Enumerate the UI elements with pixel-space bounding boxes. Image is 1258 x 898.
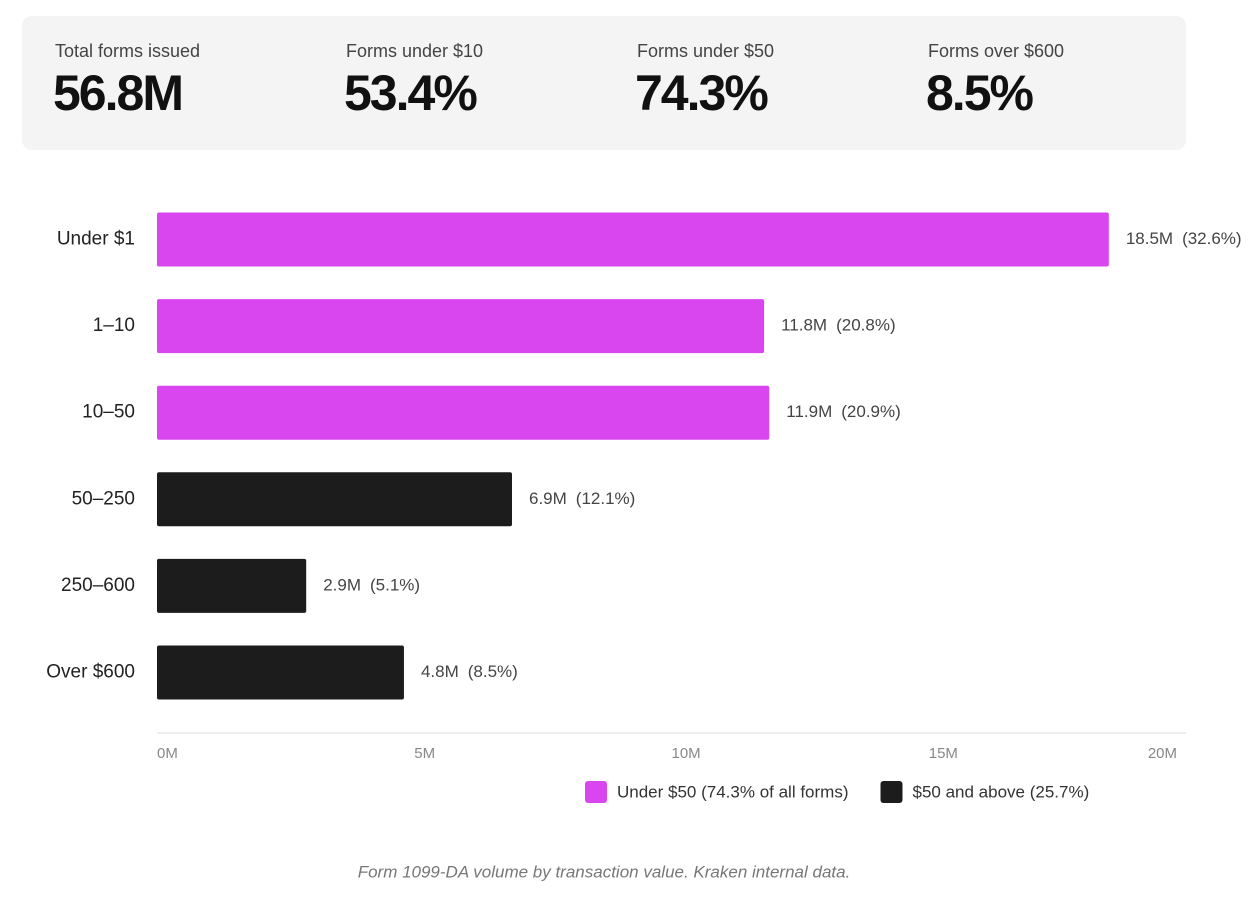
x-tick-label: 0M xyxy=(157,745,178,762)
bar xyxy=(157,645,404,700)
share-label: (8.5%) xyxy=(468,662,518,681)
value-label: 4.8M xyxy=(421,662,459,681)
value-label: 18.5M xyxy=(1126,229,1173,248)
bar xyxy=(157,212,1109,267)
share-label: (32.6%) xyxy=(1182,229,1242,248)
bar xyxy=(157,558,307,613)
legend-label: $50 and above (25.7%) xyxy=(913,782,1090,801)
caption: Form 1099-DA volume by transaction value… xyxy=(358,862,851,881)
share-label: (20.8%) xyxy=(836,316,896,335)
stat-label: Total forms issued xyxy=(55,41,200,61)
value-label: 11.8M xyxy=(781,316,827,335)
y-tick-label: 10–50 xyxy=(82,402,135,423)
stat-value: 8.5% xyxy=(926,65,1034,121)
bar xyxy=(157,472,513,527)
x-tick-label: 15M xyxy=(929,745,958,762)
legend-swatch xyxy=(585,781,607,803)
stats-panel xyxy=(22,16,1186,150)
legend-label: Under $50 (74.3% of all forms) xyxy=(617,782,849,801)
y-tick-label: 250–600 xyxy=(61,575,135,596)
bar xyxy=(157,299,765,354)
bar xyxy=(157,385,770,440)
share-label: (20.9%) xyxy=(841,402,901,421)
share-label: (12.1%) xyxy=(576,489,636,508)
y-tick-label: Over $600 xyxy=(46,662,135,683)
x-tick-label: 5M xyxy=(414,745,435,762)
y-tick-label: Under $1 xyxy=(57,229,135,250)
legend-swatch xyxy=(880,781,903,803)
x-tick-label: 10M xyxy=(672,745,701,762)
stat-value: 74.3% xyxy=(635,65,768,121)
value-label: 6.9M xyxy=(529,489,567,508)
stat-label: Forms under $10 xyxy=(346,41,483,61)
value-label: 11.9M xyxy=(786,402,832,421)
stat-label: Forms over $600 xyxy=(928,41,1064,61)
x-tick-label: 20M xyxy=(1148,745,1177,762)
value-label: 2.9M xyxy=(323,575,361,594)
stat-label: Forms under $50 xyxy=(637,41,774,61)
stat-value: 53.4% xyxy=(344,65,477,121)
share-label: (5.1%) xyxy=(370,575,420,594)
y-tick-label: 1–10 xyxy=(93,315,135,336)
y-tick-label: 50–250 xyxy=(72,488,135,509)
stat-value: 56.8M xyxy=(53,65,182,121)
